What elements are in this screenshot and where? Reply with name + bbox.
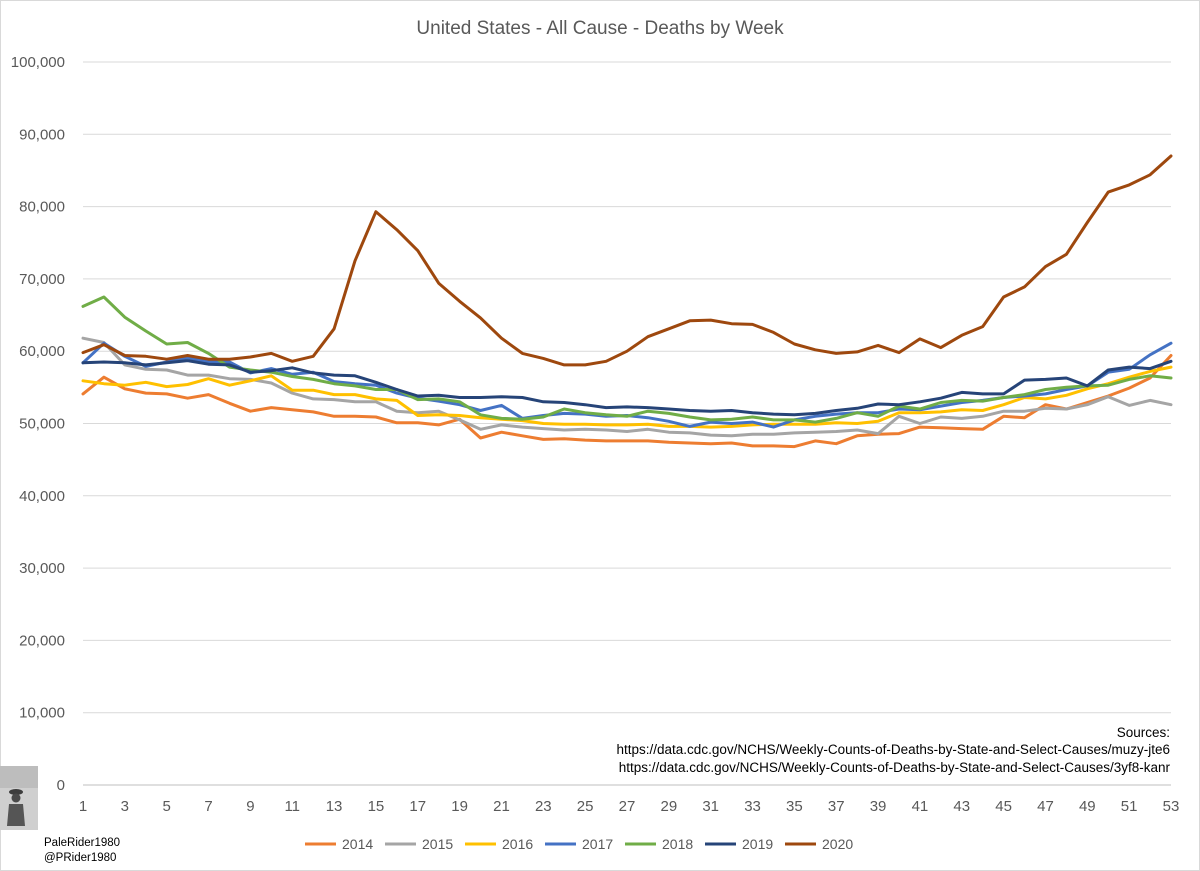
y-tick-label: 10,000 xyxy=(19,705,65,722)
x-tick-label: 29 xyxy=(661,798,678,815)
x-tick-label: 43 xyxy=(953,798,970,815)
y-tick-label: 100,000 xyxy=(11,54,65,71)
y-tick-label: 20,000 xyxy=(19,632,65,649)
sources-note: Sources: https://data.cdc.gov/NCHS/Weekl… xyxy=(617,725,1171,775)
y-axis-ticks: 0 10,000 20,000 30,000 40,000 50,000 60,000 70,… xyxy=(11,54,65,794)
legend-label-2020: 2020 xyxy=(822,836,853,852)
legend: 2014 2015 2016 2017 2018 2019 2020 xyxy=(305,836,853,852)
x-tick-label: 27 xyxy=(619,798,636,815)
y-tick-label: 60,000 xyxy=(19,343,65,360)
legend-label-2018: 2018 xyxy=(662,836,693,852)
y-tick-label: 50,000 xyxy=(19,416,65,433)
source-url-1[interactable]: https://data.cdc.gov/NCHS/Weekly-Counts-… xyxy=(617,742,1170,757)
x-tick-label: 21 xyxy=(493,798,510,815)
x-tick-label: 31 xyxy=(702,798,719,815)
series-lines xyxy=(81,154,1173,449)
y-tick-label: 90,000 xyxy=(19,126,65,143)
x-tick-label: 37 xyxy=(828,798,845,815)
series-line-2016 xyxy=(81,365,1173,429)
x-tick-label: 51 xyxy=(1121,798,1138,815)
series-line-2014 xyxy=(81,354,1173,449)
x-tick-label: 13 xyxy=(326,798,343,815)
legend-label-2019: 2019 xyxy=(742,836,773,852)
y-tick-label: 40,000 xyxy=(19,488,65,505)
x-axis-ticks: 1 3 5 7 9 11 13 15 17 19 21 23 25 27 29 31 33 35 37 39 41 43 4… xyxy=(79,798,1180,815)
chart-title: United States - All Cause - Deaths by We… xyxy=(416,18,784,39)
source-url-2[interactable]: https://data.cdc.gov/NCHS/Weekly-Counts-… xyxy=(619,760,1171,775)
sources-label: Sources: xyxy=(1117,725,1170,740)
y-tick-label: 30,000 xyxy=(19,560,65,577)
series-line-2019 xyxy=(81,359,1173,417)
x-tick-label: 19 xyxy=(451,798,468,815)
legend-label-2014: 2014 xyxy=(342,836,373,852)
x-tick-label: 39 xyxy=(870,798,887,815)
x-tick-label: 25 xyxy=(577,798,594,815)
x-tick-label: 33 xyxy=(744,798,761,815)
legend-label-2015: 2015 xyxy=(422,836,453,852)
x-tick-label: 15 xyxy=(368,798,385,815)
credit-name: PaleRider1980 xyxy=(44,837,120,849)
x-tick-label: 53 xyxy=(1163,798,1180,815)
y-tick-label: 0 xyxy=(57,777,65,794)
legend-label-2016: 2016 xyxy=(502,836,533,852)
x-tick-label: 49 xyxy=(1079,798,1096,815)
x-tick-label: 1 xyxy=(79,798,87,815)
legend-label-2017: 2017 xyxy=(582,836,613,852)
x-tick-label: 41 xyxy=(912,798,929,815)
series-line-2015 xyxy=(81,336,1173,438)
x-tick-label: 7 xyxy=(204,798,212,815)
x-tick-label: 5 xyxy=(163,798,171,815)
x-tick-label: 17 xyxy=(409,798,426,815)
y-tick-label: 70,000 xyxy=(19,271,65,288)
x-tick-label: 3 xyxy=(121,798,129,815)
author-photo xyxy=(0,766,38,830)
x-tick-label: 23 xyxy=(535,798,552,815)
x-tick-label: 9 xyxy=(246,798,254,815)
x-tick-label: 35 xyxy=(786,798,803,815)
x-tick-label: 11 xyxy=(284,798,300,815)
x-tick-label: 47 xyxy=(1037,798,1054,815)
series-line-2020 xyxy=(81,154,1173,367)
credit-handle: @PRider1980 xyxy=(44,852,116,864)
x-tick-label: 45 xyxy=(995,798,1012,815)
y-tick-label: 80,000 xyxy=(19,199,65,216)
